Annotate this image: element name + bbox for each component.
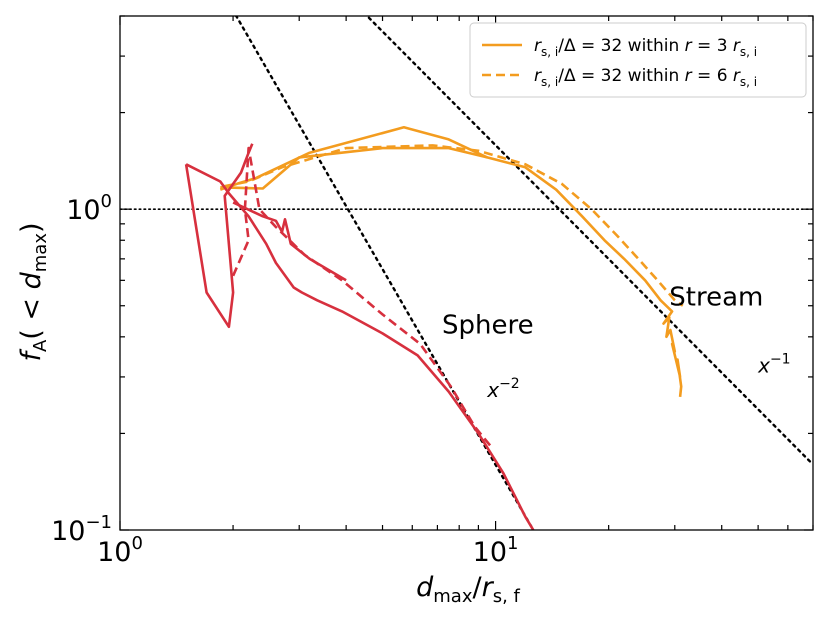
legend-box xyxy=(469,22,807,98)
series-stream-6rs xyxy=(224,144,684,307)
series-sphere-3rs-tail xyxy=(184,143,254,329)
series-stream-3rs-inner xyxy=(220,146,488,190)
legend-entry-within-3rs: rs, i/Δ = 32 within r = 3 rs, i xyxy=(534,36,757,59)
y-tick-label: 10−1 xyxy=(51,512,112,547)
series-stream-3rs xyxy=(219,126,683,398)
x-tick-label: 100 xyxy=(97,533,143,568)
y-tick-label: 100 xyxy=(66,191,112,226)
series-sphere-3rs-zigzag xyxy=(232,201,347,282)
annotation-stream: Stream xyxy=(669,283,763,313)
legend-entry-within-6rs: rs, i/Δ = 32 within r = 6 rs, i xyxy=(534,66,757,89)
annotation-x-power: x−2 xyxy=(486,376,519,402)
x-tick-label: 101 xyxy=(473,533,519,568)
annotation-x-power: x−1 xyxy=(757,351,790,377)
y-axis-title: fA( < dmax) xyxy=(16,222,51,361)
legend: rs, i/Δ = 32 within r = 3 rs, i rs, i/Δ … xyxy=(469,22,807,98)
x-axis-title: dmax/rs, f xyxy=(416,572,520,607)
series-sphere-6rs xyxy=(231,146,494,449)
curves-layer xyxy=(120,16,813,530)
plot-frame xyxy=(119,15,814,531)
reference-line-slope-minus-one xyxy=(365,16,813,466)
series-sphere-3rs xyxy=(185,163,535,530)
plot-area xyxy=(120,16,813,530)
annotation-sphere: Sphere xyxy=(442,310,534,340)
